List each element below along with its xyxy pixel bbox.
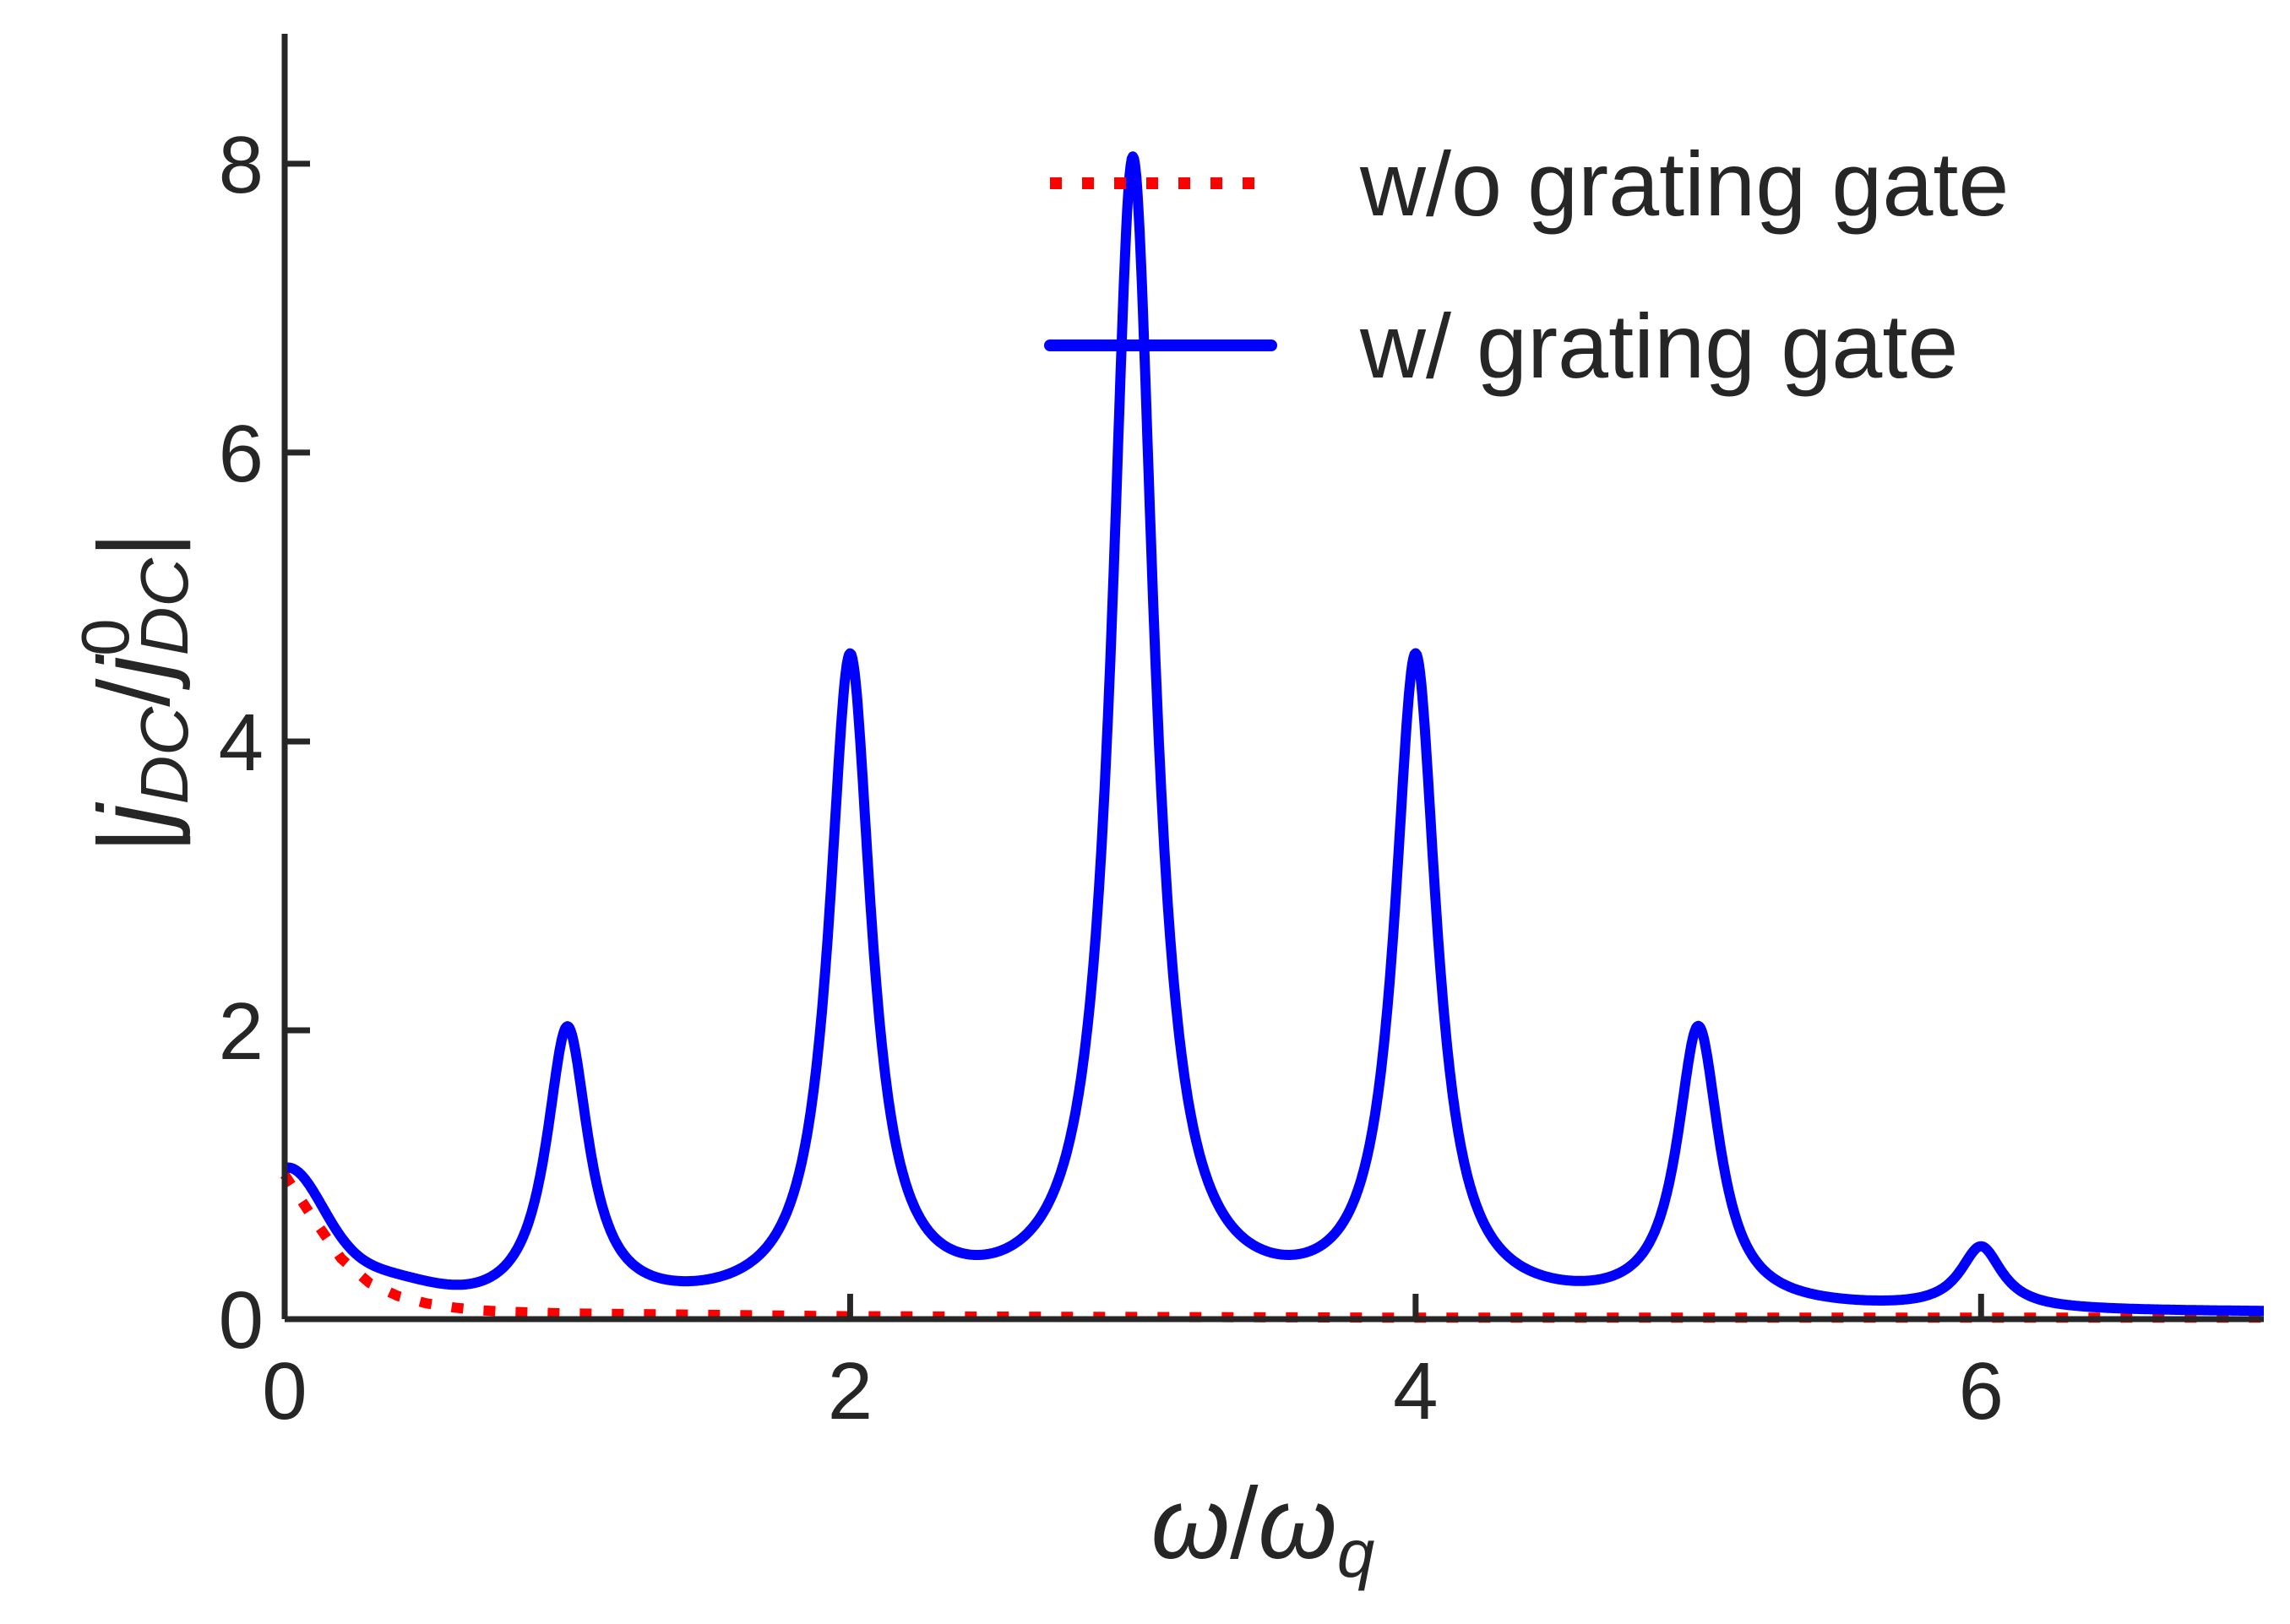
ticks-layer: 0 2 4 6 8 0 2 4 6	[219, 120, 2004, 1437]
series-line-without-grating-gate	[280, 1171, 2264, 1323]
legend-label-without-grating-gate: w/o grating gate	[1359, 133, 2010, 235]
series-line-with-grating-gate	[280, 151, 2268, 1317]
legend: w/o grating gate w/ grating gate	[1044, 133, 2010, 397]
x-tick-label: 0	[262, 1346, 307, 1437]
legend-label-with-grating-gate: w/ grating gate	[1359, 295, 1958, 397]
y-tick-label: 8	[219, 120, 264, 210]
y-tick-label: 6	[219, 409, 264, 499]
x-axis-label: ω/ωq	[1151, 1467, 1375, 1591]
y-axis-label: |jDC/j0DC|	[68, 532, 202, 854]
x-tick-label: 4	[1393, 1346, 1438, 1437]
y-tick-label: 4	[219, 698, 264, 788]
x-tick-label: 2	[828, 1346, 873, 1437]
x-tick-label: 6	[1959, 1346, 2004, 1437]
series-layer	[280, 151, 2268, 1323]
y-tick-label: 0	[219, 1275, 264, 1366]
y-tick-label: 2	[219, 986, 264, 1077]
